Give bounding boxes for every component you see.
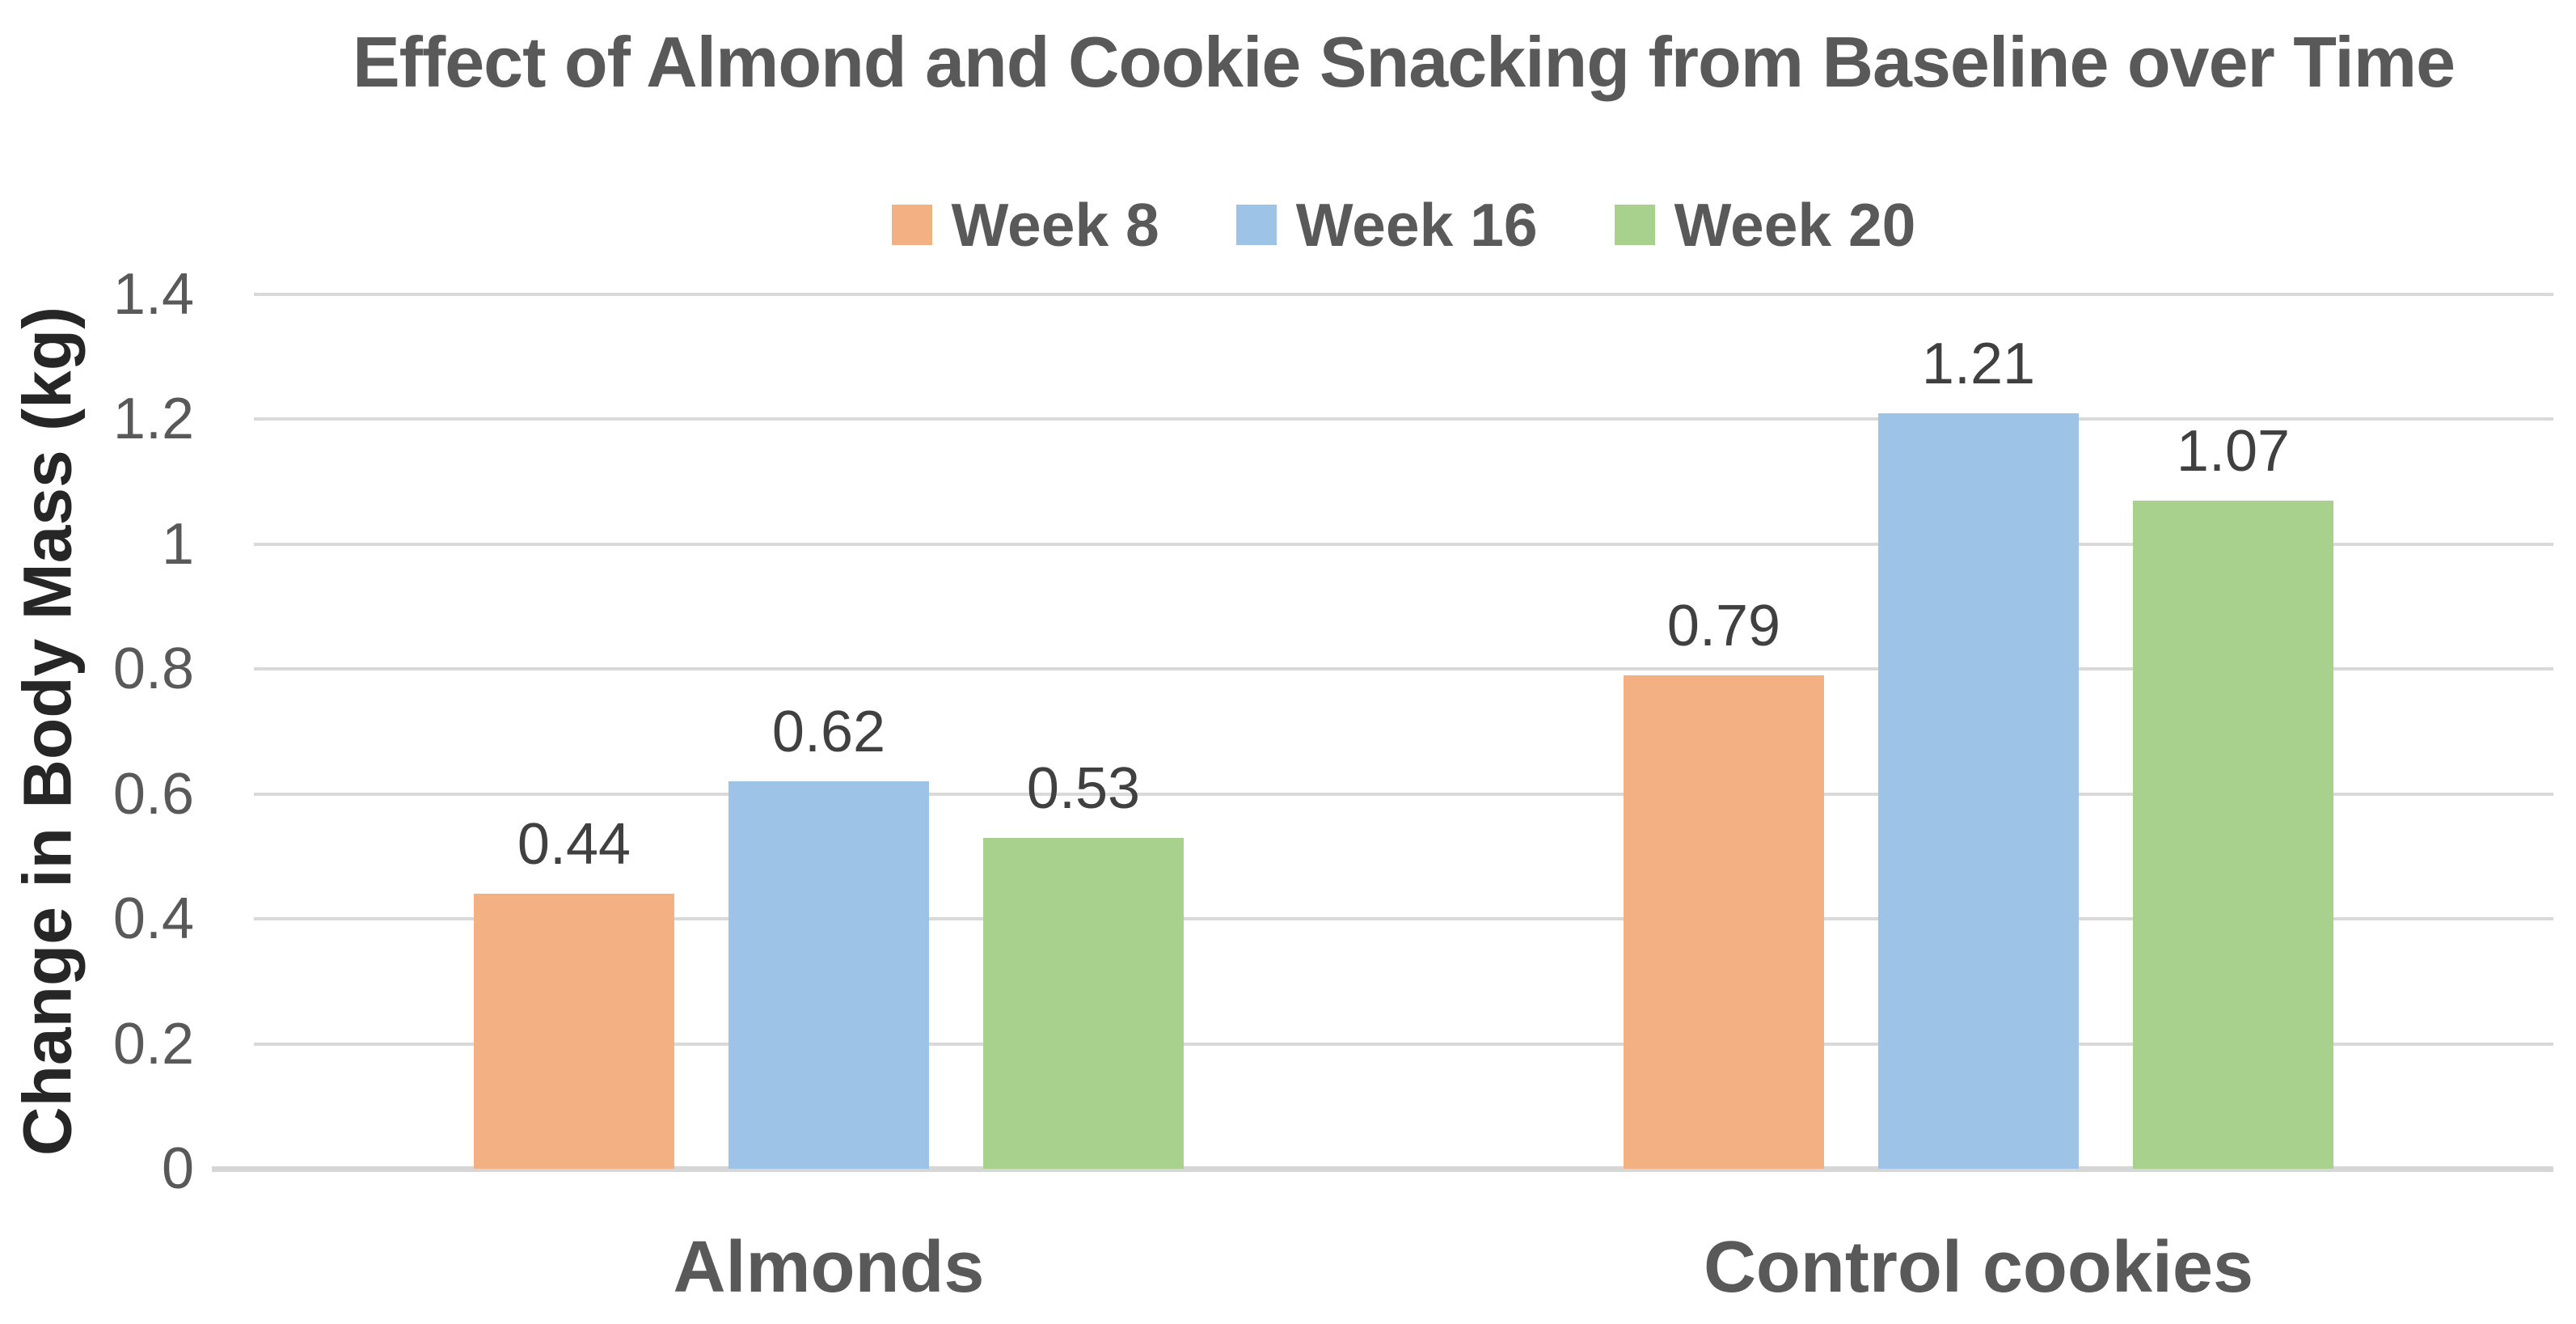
y-tick-label: 0.8 [112,637,194,702]
y-tick-label: 1 [161,511,194,577]
legend-item: Week 8 [891,190,1159,260]
y-tick-label: 1.4 [112,262,194,327]
legend-item: Week 20 [1614,190,1916,260]
bar-week-8-almonds [474,894,674,1169]
bar-value-label: 0.79 [1666,594,1781,658]
legend-swatch [1235,205,1277,245]
legend: Week 8 Week 16 Week 20 [254,183,2553,267]
y-tick-label: 0.4 [112,886,194,952]
gridline [254,792,2553,796]
bar-value-label: 0.44 [517,812,631,878]
gridline [254,667,2553,671]
bar-week-16-control-cookies [1878,412,2079,1169]
y-tick-label: 0.2 [112,1011,194,1077]
x-axis-line [212,1166,2553,1172]
y-tick-label: 1.2 [112,387,194,452]
y-tick-label: 0 [161,1136,194,1201]
bar-value-label: 1.21 [1921,331,2036,396]
category-label: Control cookies [1703,1227,2254,1308]
gridline [254,1042,2553,1046]
x-axis-category-labels: Almonds Control cookies [254,1228,2553,1309]
category-label: Almonds [673,1227,985,1308]
legend-label: Week 20 [1674,191,1916,259]
y-tick-label: 0.6 [112,761,194,827]
gridline [254,417,2553,421]
plot-area: 0.44 0.62 0.53 0.79 1.21 1.07 [212,293,2553,1172]
legend-label: Week 16 [1295,191,1538,259]
bar-week-16-almonds [728,781,929,1169]
gridline [254,293,2553,296]
bar-value-label: 0.62 [771,700,886,765]
legend-swatch [891,205,932,245]
bar-week-8-control-cookies [1624,675,1824,1169]
legend-item: Week 16 [1235,190,1538,260]
chart-title: Effect of Almond and Cookie Snacking fro… [352,22,2456,102]
bar-value-label: 1.07 [2176,418,2291,484]
gridline [254,542,2553,546]
bar-week-20-control-cookies [2133,500,2333,1169]
gridline [254,917,2553,921]
legend-label: Week 8 [951,191,1159,259]
bar-value-label: 0.53 [1026,755,1141,821]
legend-swatch [1614,205,1655,245]
bar-week-20-almonds [983,837,1184,1169]
